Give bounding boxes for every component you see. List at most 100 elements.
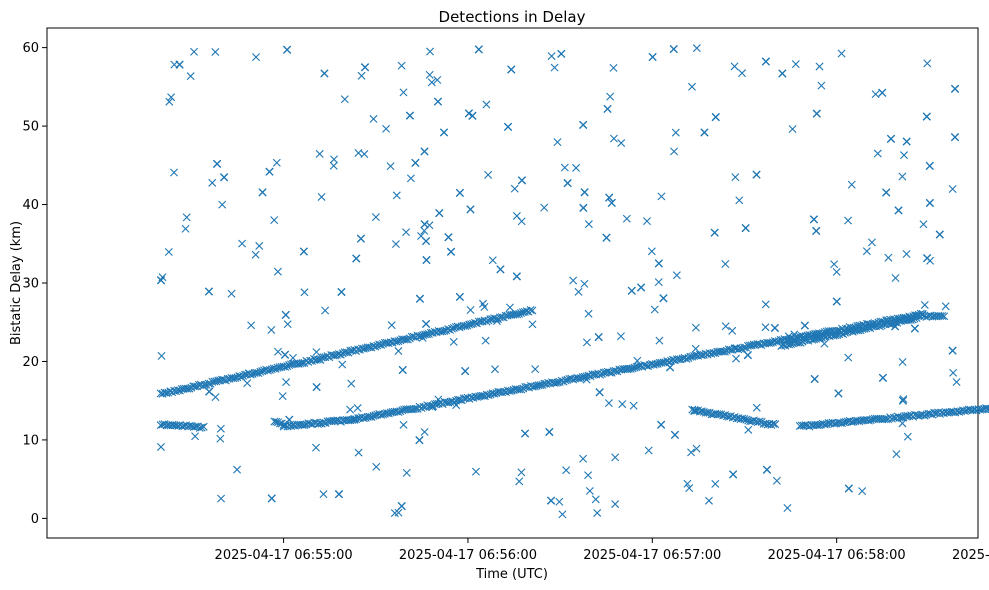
detection-point xyxy=(274,347,282,356)
detection-point xyxy=(812,226,821,235)
detection-point xyxy=(391,240,400,249)
detection-point xyxy=(227,289,236,298)
detection-point xyxy=(267,494,276,503)
detection-point xyxy=(580,279,589,288)
detection-point xyxy=(258,188,267,197)
detection-point xyxy=(574,287,583,296)
y-tick-label: 60 xyxy=(22,41,39,56)
detection-point xyxy=(392,191,401,200)
detection-point xyxy=(317,192,326,201)
detection-point xyxy=(427,78,436,87)
detection-point xyxy=(449,337,458,346)
detection-point xyxy=(743,351,752,360)
detection-point xyxy=(892,450,901,459)
detection-point xyxy=(528,320,537,329)
detection-point xyxy=(692,444,701,453)
detection-point xyxy=(898,172,907,181)
detection-point xyxy=(251,250,260,259)
detection-point xyxy=(433,97,442,106)
detection-point xyxy=(572,163,581,172)
detection-point xyxy=(735,196,744,205)
detection-point xyxy=(687,448,696,457)
detection-point xyxy=(596,370,605,379)
detection-point xyxy=(415,436,424,445)
detection-point xyxy=(346,405,355,414)
detection-point xyxy=(584,471,593,480)
detection-point xyxy=(720,347,729,356)
detection-point xyxy=(545,427,554,436)
detection-point xyxy=(654,259,663,268)
detection-point xyxy=(611,453,620,462)
detection-point xyxy=(402,228,411,237)
detection-point xyxy=(313,355,322,364)
detection-point xyxy=(711,479,720,488)
detection-point xyxy=(238,239,247,248)
detection-point xyxy=(683,479,692,488)
detection-point xyxy=(648,53,657,61)
detection-point xyxy=(617,139,626,148)
detection-point xyxy=(783,503,792,512)
x-tick-label: 2025-04-17 06:55:00 xyxy=(215,548,353,563)
detection-point xyxy=(951,84,960,93)
detection-point xyxy=(579,454,588,463)
detection-point xyxy=(923,254,932,263)
detection-point xyxy=(731,173,740,182)
detection-point xyxy=(507,65,516,74)
detection-point xyxy=(812,109,821,118)
detection-point xyxy=(685,484,694,493)
detection-point xyxy=(654,278,663,287)
detection-point xyxy=(387,321,396,330)
detection-point xyxy=(182,213,191,222)
detection-point xyxy=(164,247,173,256)
detection-point xyxy=(278,392,287,401)
detection-point xyxy=(738,69,747,78)
detection-point xyxy=(809,215,818,224)
detection-point xyxy=(770,323,779,332)
detection-point xyxy=(983,404,989,413)
detection-point xyxy=(329,161,338,170)
detection-point xyxy=(247,321,256,330)
detection-point xyxy=(488,314,497,323)
detection-point xyxy=(282,378,291,387)
detection-point xyxy=(880,415,889,424)
detection-point xyxy=(186,72,195,81)
detection-point xyxy=(729,470,738,479)
detection-point xyxy=(218,200,227,209)
detection-point xyxy=(211,47,220,56)
detection-point xyxy=(844,216,853,225)
detection-point xyxy=(315,149,324,158)
detection-point xyxy=(528,306,537,315)
detection-point xyxy=(862,247,871,256)
detection-point xyxy=(377,340,386,349)
detection-point xyxy=(784,332,793,341)
detection-point xyxy=(609,63,618,72)
detection-point xyxy=(496,265,505,274)
x-axis-ticks: 2025-04-17 06:55:00 2025-04-17 06:56:00 20… xyxy=(215,538,989,563)
detection-point xyxy=(595,388,604,397)
detection-point xyxy=(878,373,887,382)
detection-point xyxy=(474,45,483,54)
detection-point xyxy=(558,510,567,519)
detection-point xyxy=(167,93,176,102)
detection-point xyxy=(233,465,242,474)
detection-point xyxy=(721,259,730,268)
detection-point xyxy=(887,134,895,143)
detection-point xyxy=(591,495,600,504)
detection-point xyxy=(604,399,613,408)
detection-point xyxy=(482,100,491,109)
detection-point xyxy=(478,299,487,308)
detection-point xyxy=(175,60,184,69)
detection-point xyxy=(949,368,958,377)
detection-point xyxy=(820,339,829,348)
detection-point xyxy=(569,276,578,285)
detection-point xyxy=(488,256,497,265)
detection-point xyxy=(425,221,434,230)
detection-point xyxy=(199,422,208,431)
detection-point xyxy=(898,396,907,405)
detection-point xyxy=(563,179,572,188)
detection-point xyxy=(510,184,519,193)
detection-point xyxy=(830,260,839,269)
detection-point xyxy=(340,95,349,104)
detection-point xyxy=(875,322,884,331)
detection-point xyxy=(755,417,764,426)
